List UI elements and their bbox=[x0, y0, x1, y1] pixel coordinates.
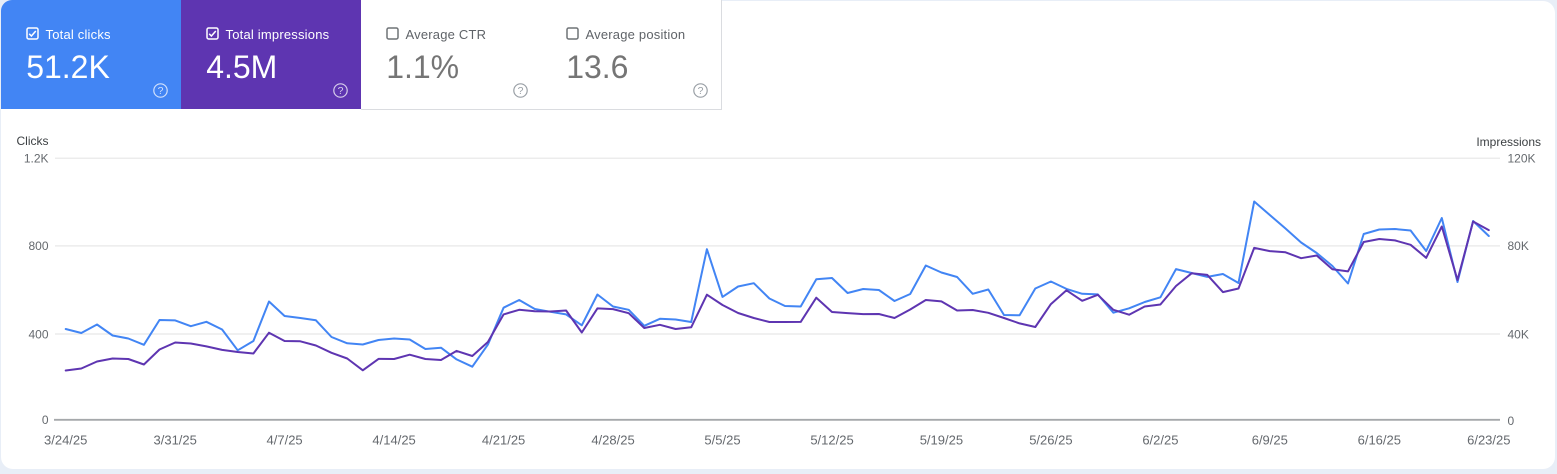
svg-text:?: ? bbox=[698, 85, 704, 97]
svg-text:120K: 120K bbox=[1508, 152, 1536, 166]
svg-text:400: 400 bbox=[28, 327, 48, 341]
svg-text:5/19/25: 5/19/25 bbox=[920, 433, 963, 448]
svg-text:6/2/25: 6/2/25 bbox=[1142, 433, 1178, 448]
svg-text:?: ? bbox=[338, 85, 344, 97]
svg-text:40K: 40K bbox=[1508, 327, 1529, 341]
svg-text:5/26/25: 5/26/25 bbox=[1029, 433, 1072, 448]
svg-text:1.2K: 1.2K bbox=[24, 152, 49, 166]
svg-text:3/31/25: 3/31/25 bbox=[154, 433, 197, 448]
svg-text:4/7/25: 4/7/25 bbox=[267, 433, 303, 448]
svg-text:0: 0 bbox=[42, 413, 49, 427]
svg-text:80K: 80K bbox=[1508, 239, 1529, 253]
svg-text:0: 0 bbox=[1508, 414, 1515, 428]
svg-text:4/21/25: 4/21/25 bbox=[482, 433, 525, 448]
svg-text:3/24/25: 3/24/25 bbox=[44, 433, 87, 448]
svg-text:6/16/25: 6/16/25 bbox=[1358, 433, 1401, 448]
svg-text:4/14/25: 4/14/25 bbox=[372, 433, 415, 448]
svg-text:6/9/25: 6/9/25 bbox=[1252, 433, 1288, 448]
svg-text:6/23/25: 6/23/25 bbox=[1467, 433, 1510, 448]
svg-text:5/12/25: 5/12/25 bbox=[810, 433, 853, 448]
svg-text:?: ? bbox=[518, 85, 524, 97]
svg-text:Clicks: Clicks bbox=[17, 134, 49, 148]
svg-text:Impressions: Impressions bbox=[1476, 135, 1541, 149]
svg-text:4/28/25: 4/28/25 bbox=[591, 433, 634, 448]
svg-text:5/5/25: 5/5/25 bbox=[704, 433, 740, 448]
svg-text:?: ? bbox=[158, 85, 164, 97]
svg-text:800: 800 bbox=[28, 239, 48, 253]
